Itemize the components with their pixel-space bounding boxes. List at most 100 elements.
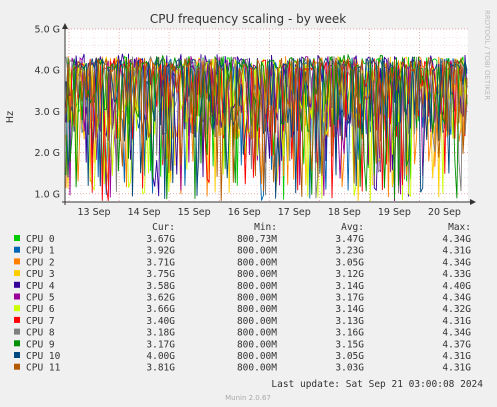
footer-version: Munin 2.0.67 <box>225 394 271 402</box>
legend-min: 800.00M <box>237 293 277 304</box>
legend-name: CPU 8 <box>26 328 55 339</box>
y-axis-label: Hz <box>5 111 16 123</box>
legend-avg: 3.23G <box>335 246 364 257</box>
series-line-cpu-8 <box>65 55 468 199</box>
series-line-cpu-10 <box>65 56 468 199</box>
legend-cur: 3.81G <box>146 363 175 374</box>
x-tick-label: 16 Sep <box>228 207 261 218</box>
legend-max: 4.31G <box>442 351 471 362</box>
legend-max: 4.31G <box>442 316 471 327</box>
legend-name: CPU 6 <box>26 304 55 315</box>
legend-max: 4.40G <box>442 281 471 292</box>
legend-max: 4.32G <box>442 304 471 315</box>
legend-avg: 3.47G <box>335 234 364 245</box>
legend-swatch <box>14 352 20 358</box>
legend-name: CPU 1 <box>26 246 55 257</box>
legend-min: 800.00M <box>237 363 277 374</box>
legend-min: 800.00M <box>237 246 277 257</box>
legend-avg: 3.12G <box>335 269 364 280</box>
legend-min: 800.00M <box>237 257 277 268</box>
legend-cur: 3.17G <box>146 339 175 350</box>
legend-name: CPU 9 <box>26 339 55 350</box>
legend-avg: 3.16G <box>335 328 364 339</box>
legend-swatch <box>14 258 20 265</box>
legend-min: 800.00M <box>237 281 277 292</box>
legend-swatch <box>14 235 20 241</box>
legend-cur: 4.00G <box>146 351 175 362</box>
x-tick-label: 18 Sep <box>328 207 361 218</box>
legend: Cur: Min: Avg: Max: CPU 0 3.67G 800.73M 3.4… <box>14 222 471 374</box>
legend-max: 4.34G <box>442 257 471 268</box>
legend-name: CPU 0 <box>26 234 55 245</box>
legend-cur: 3.62G <box>146 293 175 304</box>
legend-max: 4.34G <box>442 293 471 304</box>
legend-max: 4.33G <box>442 269 471 280</box>
x-tick-label: 20 Sep <box>428 207 461 218</box>
legend-swatch <box>14 363 20 370</box>
legend-max: 4.37G <box>442 339 471 350</box>
side-label: RRDTOOL / TOBI OETIKER <box>483 10 491 100</box>
series-line-cpu-11 <box>65 56 468 201</box>
legend-cur: 3.58G <box>146 281 175 292</box>
legend-min: 800.00M <box>237 351 277 362</box>
legend-name: CPU 7 <box>26 316 55 327</box>
legend-name: CPU 11 <box>26 363 61 374</box>
legend-name: CPU 5 <box>26 293 55 304</box>
y-tick-labels: 1.0 G 2.0 G 3.0 G 4.0 G 5.0 G <box>35 25 61 201</box>
x-tick-label: 17 Sep <box>278 207 311 218</box>
series-layer <box>65 53 468 202</box>
x-tick-label: 15 Sep <box>178 207 211 218</box>
legend-max: 4.31G <box>442 246 471 257</box>
legend-max: 4.34G <box>442 328 471 339</box>
y-tick-label: 2.0 G <box>35 148 61 159</box>
legend-max: 4.31G <box>442 363 471 374</box>
x-axis-arrow <box>470 199 476 205</box>
legend-swatch <box>14 328 20 335</box>
legend-avg: 3.17G <box>335 293 364 304</box>
legend-header-avg: Avg: <box>341 222 364 233</box>
legend-cur: 3.40G <box>146 316 175 327</box>
y-tick-label: 3.0 G <box>35 107 61 118</box>
legend-cur: 3.75G <box>146 269 175 280</box>
legend-min: 800.00M <box>237 269 277 280</box>
legend-name: CPU 2 <box>26 257 55 268</box>
legend-swatch <box>14 270 20 277</box>
legend-swatch <box>14 305 20 312</box>
legend-swatch <box>14 281 20 288</box>
legend-cur: 3.67G <box>146 234 175 245</box>
legend-name: CPU 4 <box>26 281 55 292</box>
x-tick-label: 19 Sep <box>378 207 411 218</box>
x-tick-labels: 13 Sep 14 Sep 15 Sep 16 Sep 17 Sep 18 Sep 19 S… <box>78 207 461 218</box>
legend-swatch <box>14 293 20 300</box>
y-tick-label: 5.0 G <box>35 25 61 36</box>
y-axis-arrow <box>62 23 68 29</box>
last-update: Last update: Sat Sep 21 03:00:08 2024 <box>271 379 483 390</box>
legend-cur: 3.18G <box>146 328 175 339</box>
y-tick-label: 4.0 G <box>35 66 61 77</box>
legend-avg: 3.05G <box>335 257 364 268</box>
legend-min: 800.00M <box>237 328 277 339</box>
legend-avg: 3.15G <box>335 339 364 350</box>
legend-avg: 3.13G <box>335 316 364 327</box>
legend-avg: 3.14G <box>335 304 364 315</box>
legend-avg: 3.14G <box>335 281 364 292</box>
legend-swatch <box>14 246 20 253</box>
chart-title: CPU frequency scaling - by week <box>150 12 346 26</box>
legend-min: 800.00M <box>237 316 277 327</box>
legend-min: 800.00M <box>237 339 277 350</box>
legend-max: 4.34G <box>442 234 471 245</box>
legend-name: CPU 10 <box>26 351 61 362</box>
legend-cur: 3.92G <box>146 246 175 257</box>
legend-cur: 3.66G <box>146 304 175 315</box>
legend-min: 800.00M <box>237 304 277 315</box>
legend-header-cur: Cur: <box>152 222 175 233</box>
legend-header-min: Min: <box>254 222 277 233</box>
x-tick-label: 14 Sep <box>128 207 161 218</box>
legend-avg: 3.03G <box>335 363 364 374</box>
legend-min: 800.73M <box>237 234 277 245</box>
legend-swatch <box>14 316 20 323</box>
x-tick-label: 13 Sep <box>78 207 111 218</box>
legend-name: CPU 3 <box>26 269 55 280</box>
legend-header-max: Max: <box>448 222 471 233</box>
